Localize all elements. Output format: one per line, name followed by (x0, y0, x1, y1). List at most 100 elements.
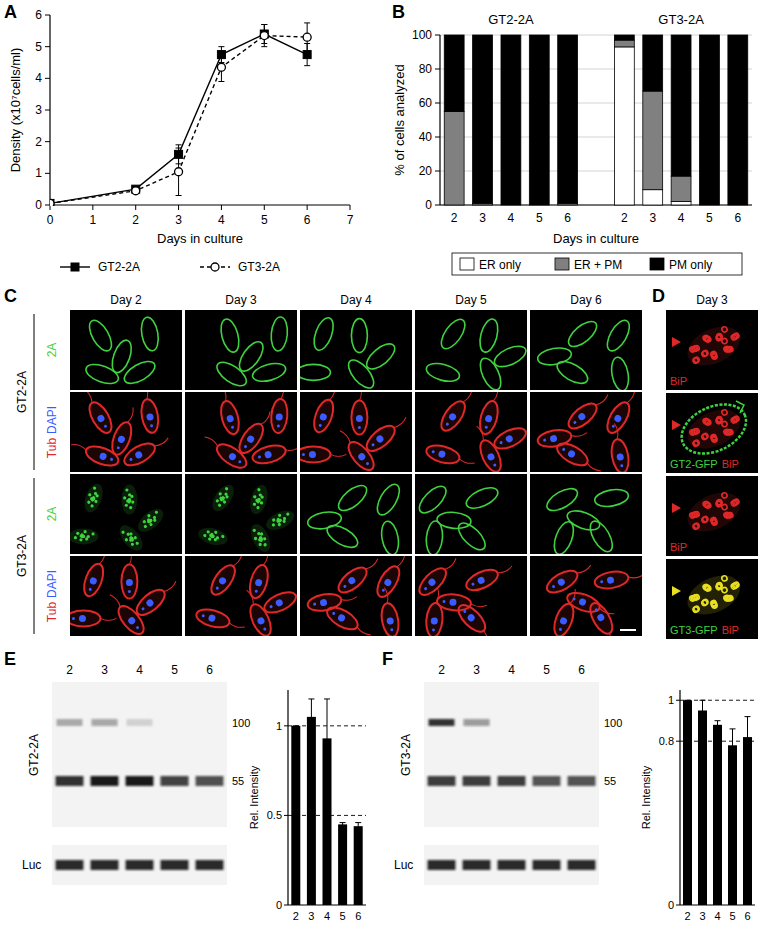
cell-surface (334, 481, 370, 515)
nucleus (79, 615, 86, 622)
y-tick (284, 725, 288, 726)
micrograph (70, 310, 182, 390)
band (463, 776, 491, 786)
cell (477, 317, 501, 354)
group-label: GT3-2A (658, 12, 704, 27)
er-dot (721, 492, 728, 499)
marker-label: 55 (232, 775, 244, 787)
kinetoplast (358, 426, 361, 429)
x-tick-label: 6 (564, 211, 571, 225)
cell (593, 566, 642, 590)
nucleus (337, 613, 347, 623)
cell (463, 484, 501, 513)
cell-tubulin (300, 446, 330, 462)
nucleus (246, 434, 256, 444)
bar-segment (614, 40, 634, 47)
y-tick (45, 110, 50, 111)
cell (200, 431, 250, 472)
flagellum (477, 425, 486, 440)
cell-tubulin (554, 439, 591, 470)
legend-text: GT3-2A (238, 260, 280, 274)
legend-text: ER only (479, 258, 521, 272)
er-dot (716, 500, 723, 507)
kinetoplast (318, 423, 322, 427)
group-label: GT2-2A (488, 12, 534, 27)
plot (291, 699, 362, 905)
cell-tubulin (121, 565, 137, 599)
y-axis (287, 690, 288, 905)
er-dot (701, 517, 708, 524)
micrograph (185, 474, 297, 554)
band (463, 860, 491, 870)
nucleus (505, 434, 514, 443)
er-dot (702, 433, 709, 440)
er-dot (91, 532, 94, 535)
er-dot (87, 500, 91, 504)
flagellum (628, 574, 642, 579)
lane-label: 2 (438, 663, 445, 677)
cell (263, 507, 297, 534)
micrograph (530, 556, 642, 636)
micrograph (300, 310, 412, 390)
cell (194, 606, 246, 634)
er-dot (710, 352, 717, 359)
y-axis-label: Rel. Intensity (640, 765, 652, 829)
er-dot (125, 504, 128, 507)
arrowhead (672, 586, 681, 596)
error-bar (218, 53, 224, 82)
er-dot (716, 583, 723, 590)
cell-surface (476, 355, 505, 390)
cell (70, 437, 121, 469)
cell (476, 355, 505, 390)
y-tick (284, 905, 288, 906)
cell (463, 559, 515, 595)
y-tick-label: 6 (35, 8, 42, 22)
er-dot (730, 417, 737, 424)
er-dot (704, 335, 711, 342)
error-bar (700, 700, 706, 720)
er-dot (702, 516, 709, 523)
label-text: BiP (722, 458, 739, 470)
flagellum (154, 438, 169, 448)
cells (415, 482, 501, 554)
kinetoplast (559, 627, 563, 631)
x-tick-label: 3 (308, 910, 314, 922)
figure: A012345601234567Days in cultureDensity (… (0, 0, 760, 946)
error-cap (176, 144, 182, 145)
cell (247, 521, 274, 554)
bar (683, 700, 692, 905)
flagellum (84, 392, 94, 403)
x-tick-label: 2 (293, 910, 299, 922)
y-tick-label: 100 (412, 28, 432, 42)
flagellum (100, 618, 116, 620)
y-tick (676, 905, 680, 906)
cell-body (674, 395, 754, 464)
cell (251, 438, 297, 466)
channel-text: Tub (45, 438, 59, 459)
kinetoplast (600, 580, 603, 583)
panel-letter: D (652, 286, 665, 306)
cell (586, 600, 625, 636)
flagellum (110, 593, 122, 607)
cell (437, 315, 470, 352)
er-dot (129, 536, 134, 541)
er-dot (215, 499, 219, 503)
channel-text: Tub (45, 602, 59, 623)
cell-surface (324, 521, 361, 552)
cell-tubulin (310, 397, 337, 434)
cell (334, 556, 383, 597)
flagellum (493, 392, 499, 402)
cell-tubulin (351, 401, 367, 435)
y-tick (676, 700, 680, 701)
er-dot (692, 357, 699, 364)
er-dot (704, 584, 711, 591)
kinetoplast (463, 609, 467, 613)
legend-text: PM only (669, 258, 712, 272)
nucleus (146, 413, 154, 421)
marker (260, 32, 268, 40)
bar-segment (444, 35, 464, 112)
lane-label: 4 (136, 663, 143, 677)
kinetoplast (432, 628, 435, 631)
cell-surface (415, 482, 450, 517)
cell-surface (306, 510, 342, 532)
